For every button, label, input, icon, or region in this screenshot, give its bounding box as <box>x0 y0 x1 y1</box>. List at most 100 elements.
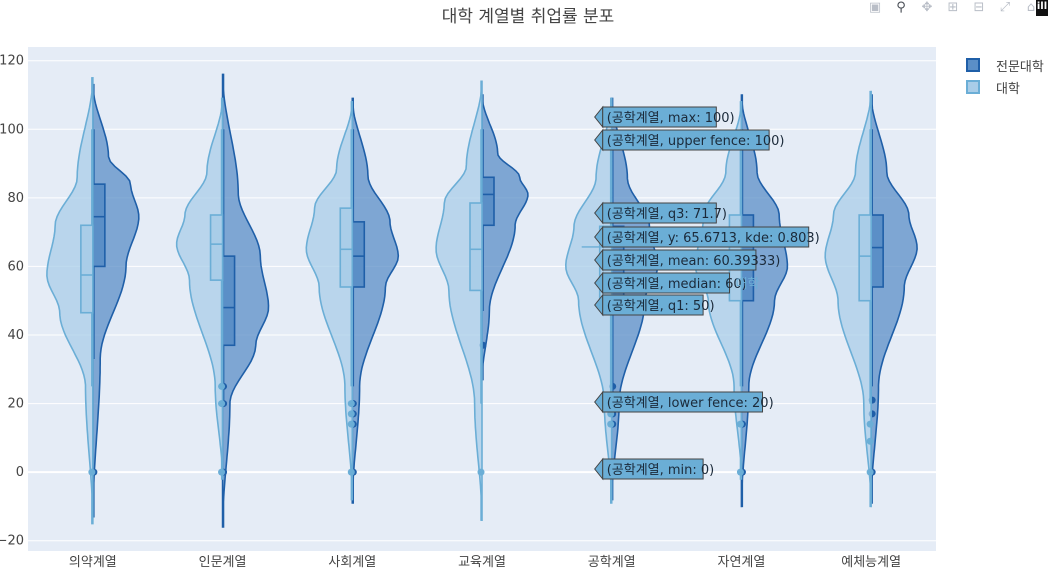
hover-label-box <box>602 391 764 413</box>
violin-0-3 <box>479 94 529 381</box>
hover-label: (공학계열, mean: 60.39333) <box>594 248 781 272</box>
hover-label-text: (공학계열, q3: 71.7) <box>607 207 727 222</box>
chart-title: 대학 계열별 취업률 분포 <box>441 7 615 27</box>
hover-label-text: (공학계열, median: 60) <box>607 277 747 292</box>
x-tick-label: 자연계열 <box>718 555 766 570</box>
outlier-point <box>736 468 744 476</box>
legend-swatch-1 <box>966 80 980 94</box>
violin-body <box>46 77 94 525</box>
y-tick-label: 40 <box>7 328 24 343</box>
outlier-point <box>736 420 744 428</box>
outlier-point <box>477 468 485 476</box>
outlier-point <box>866 437 874 445</box>
violin-0-2 <box>349 97 400 504</box>
violin-box <box>351 221 366 288</box>
violin-box <box>80 224 94 314</box>
violin-0-0 <box>90 83 140 518</box>
violin-body <box>351 97 400 504</box>
x-tick-label: 사회계열 <box>328 555 376 570</box>
hover-label-text: (공학계열, q1: 50) <box>607 299 715 314</box>
x-tick-label: 교육계열 <box>458 555 506 570</box>
violin-1-3 <box>435 80 485 521</box>
violin-body <box>305 101 354 501</box>
hover-label-text: (공학계열, lower fence: 20) <box>607 396 774 411</box>
violin-body <box>481 94 529 381</box>
hover-trace-label: 대학 <box>736 277 760 292</box>
outlier-point <box>218 468 226 476</box>
violin-box <box>469 202 483 292</box>
legend-label: 대학 <box>996 81 1020 97</box>
violin-body <box>824 90 872 508</box>
hover-label: (공학계열, max: 100) <box>594 105 735 129</box>
hover-label-text: (공학계열, min: 0) <box>607 463 715 478</box>
outlier-point <box>218 400 226 408</box>
outlier-point <box>607 420 615 428</box>
outlier-point <box>347 468 355 476</box>
violin-box <box>221 255 236 347</box>
violin-1-2 <box>305 101 355 501</box>
hover-label-box <box>602 129 770 151</box>
violin-box <box>870 214 884 288</box>
outlier-point <box>88 468 96 476</box>
hover-label: (공학계열, median: 60) <box>594 271 747 295</box>
x-tick-label: 인문계열 <box>199 555 247 570</box>
violin-box <box>92 183 106 268</box>
violin-1-6 <box>824 90 874 508</box>
y-tick-label: 100 <box>0 122 24 137</box>
violin-body <box>870 94 918 504</box>
violin-box <box>339 207 354 288</box>
legend: 전문대학 대학 <box>966 54 1044 98</box>
modebar: ▣ ⚲ ✥ ⊞ ⊟ ⤢ ⌂ ill <box>866 0 1048 16</box>
violin-box <box>481 176 495 227</box>
zoom-in-icon[interactable]: ⊞ <box>947 0 959 15</box>
hover-label-box <box>602 249 757 271</box>
hover-label: (공학계열, upper fence: 100) <box>594 128 785 152</box>
hover-label: (공학계열, min: 0) <box>594 457 715 481</box>
autoscale-icon[interactable]: ⤢ <box>999 0 1011 15</box>
outlier-point <box>866 468 874 476</box>
hover-label-box <box>602 294 704 316</box>
hover-label: (공학계열, q3: 71.7) <box>594 201 727 225</box>
legend-item-1[interactable]: 대학 <box>966 76 1044 98</box>
hover-label-text: (공학계열, max: 100) <box>607 111 735 126</box>
home-icon[interactable]: ⌂ <box>1026 0 1036 15</box>
violin-1-0 <box>46 77 96 525</box>
hover-label-text: (공학계열, mean: 60.39333) <box>607 254 781 269</box>
outlier-point <box>347 410 355 418</box>
violin-0-1 <box>220 73 270 528</box>
plotly-logo-icon[interactable]: ill <box>1036 0 1048 16</box>
x-tick-label: 의약계열 <box>69 555 117 570</box>
y-tick-label: 120 <box>0 54 24 69</box>
legend-label: 전문대학 <box>996 59 1044 75</box>
outlier-point <box>347 420 355 428</box>
legend-item-0[interactable]: 전문대학 <box>966 54 1044 76</box>
violin-box <box>858 214 872 302</box>
zoom-out-icon[interactable]: ⊟ <box>973 0 985 15</box>
hover-label-text: (공학계열, upper fence: 100) <box>607 134 785 149</box>
outlier-point <box>218 382 226 390</box>
hover-label-box <box>602 106 717 128</box>
y-tick-label: 20 <box>7 397 24 412</box>
hover-label-box <box>602 202 717 224</box>
violin-body <box>740 94 789 508</box>
y-tick-label: 0 <box>16 465 24 480</box>
violin-body <box>175 97 224 480</box>
camera-icon[interactable]: ▣ <box>868 0 882 15</box>
violin-body <box>564 97 613 504</box>
zoom-icon[interactable]: ⚲ <box>896 0 906 15</box>
hover-label-text: (공학계열, y: 65.6713, kde: 0.803) <box>607 231 820 246</box>
outlier-point <box>347 400 355 408</box>
hover-label: (공학계열, y: 65.6713, kde: 0.803) <box>594 225 820 249</box>
x-tick-label: 예체능계열 <box>841 555 901 570</box>
outlier-point <box>866 420 874 428</box>
hover-label-box <box>602 226 810 248</box>
violin-body <box>221 73 270 528</box>
y-tick-label: 80 <box>7 191 24 206</box>
violin-1-1 <box>175 97 226 480</box>
y-tick-label: 60 <box>7 259 24 274</box>
hover-label: (공학계열, q1: 50) <box>594 293 715 317</box>
hover-label-box <box>602 458 704 480</box>
pan-icon[interactable]: ✥ <box>921 0 933 15</box>
violin-body <box>435 80 483 521</box>
